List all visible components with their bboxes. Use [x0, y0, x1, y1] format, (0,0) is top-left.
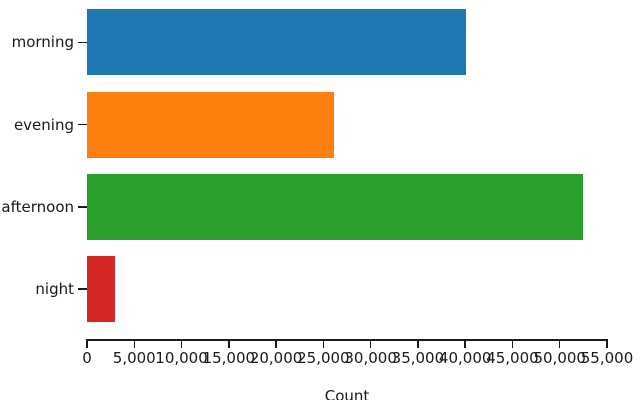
y-tick-label-afternoon: afternoon: [1, 197, 74, 216]
x-tick-label-55000: 55,000: [580, 349, 634, 367]
y-tick-night: [78, 288, 87, 291]
y-tick-morning: [78, 41, 87, 44]
x-tick-0: [86, 340, 88, 348]
x-tick-label-25000: 25,000: [297, 349, 350, 367]
x-tick-50000: [559, 340, 561, 348]
x-tick-label-5000: 5,000: [112, 349, 156, 367]
x-tick-45000: [511, 340, 514, 348]
y-tick-label-morning: morning: [11, 33, 74, 52]
bar-night: [87, 256, 116, 323]
x-tick-15000: [228, 340, 230, 348]
x-tick-25000: [322, 340, 325, 348]
bar-morning: [87, 9, 467, 76]
x-tick-5000: [133, 340, 135, 348]
y-tick-label-night: night: [35, 280, 74, 299]
x-tick-40000: [464, 340, 466, 348]
x-tick-label-20000: 20,000: [249, 349, 303, 367]
x-tick-label-10000: 10,000: [155, 349, 208, 367]
x-tick-label-35000: 35,000: [391, 349, 445, 367]
x-tick-20000: [275, 340, 277, 348]
x-tick-30000: [369, 340, 372, 348]
bar-evening: [87, 91, 334, 158]
x-tick-35000: [417, 340, 419, 348]
y-tick-afternoon: [78, 206, 87, 208]
x-axis-spine: [86, 339, 608, 341]
x-tick-label-45000: 45,000: [486, 349, 539, 367]
x-tick-55000: [606, 340, 608, 348]
x-tick-label-30000: 30,000: [344, 349, 397, 367]
bar-afternoon: [87, 173, 584, 240]
x-tick-label-50000: 50,000: [533, 349, 586, 367]
x-tick-label-0: 0: [82, 349, 92, 367]
x-axis-title: Count: [324, 387, 370, 400]
x-tick-label-15000: 15,000: [202, 349, 256, 367]
x-tick-10000: [180, 340, 183, 348]
y-tick-label-evening: evening: [13, 115, 74, 134]
y-tick-evening: [78, 123, 87, 126]
x-tick-label-40000: 40,000: [438, 349, 492, 367]
